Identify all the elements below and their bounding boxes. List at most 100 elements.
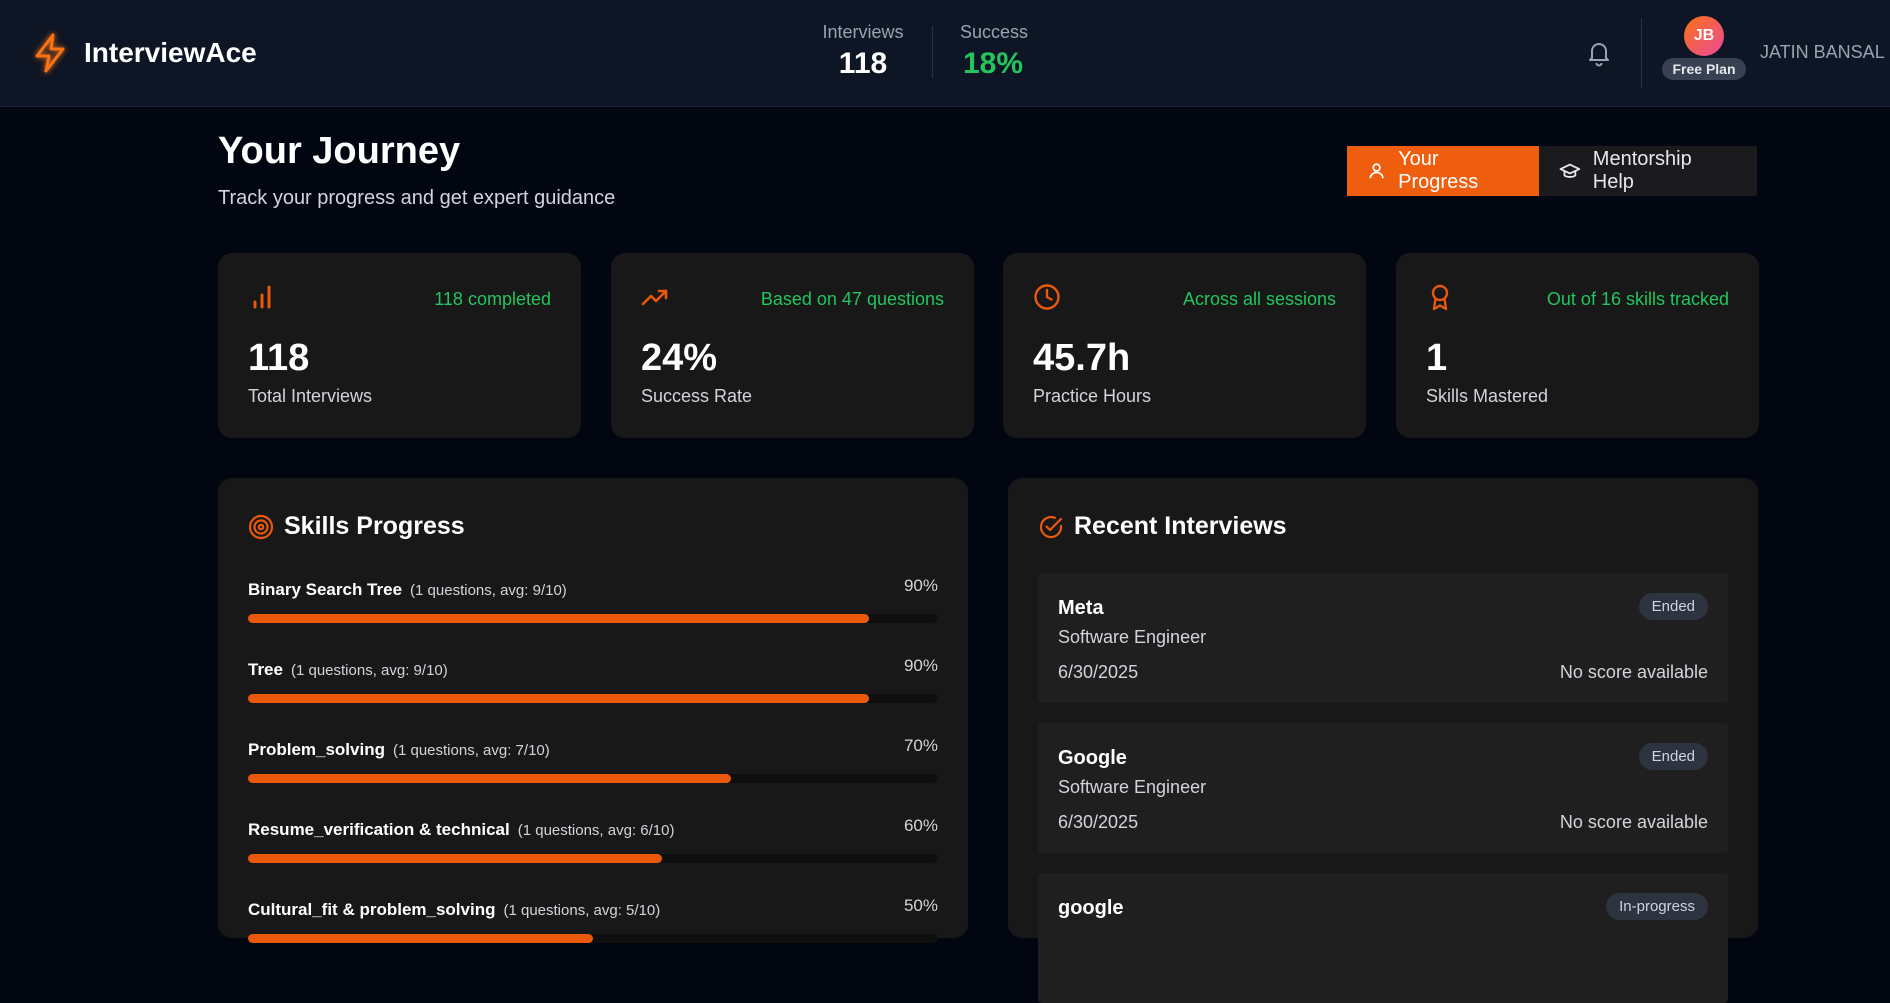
interview-date: 6/30/2025: [1058, 662, 1139, 682]
skill-progress-track: [248, 854, 938, 863]
stat-note: Across all sessions: [1182, 289, 1336, 309]
interview-role: Software Engineer: [1058, 627, 1207, 647]
bar-chart-icon: [253, 285, 271, 309]
skill-name-text: Tree: [248, 660, 283, 679]
interview-company: Meta: [1058, 597, 1104, 619]
skill-name: Cultural_fit & problem_solving (1 questio…: [248, 900, 660, 920]
plan-badge: Free Plan: [1662, 58, 1746, 80]
header-stat-value: 118: [838, 47, 888, 80]
notification-bell-icon[interactable]: [1584, 38, 1614, 68]
award-icon: [1431, 284, 1449, 311]
tab-label: Mentorship Help: [1592, 148, 1692, 193]
skill-progress-fill: [248, 614, 869, 623]
stat-value: 24%: [641, 337, 718, 379]
skill-name: Tree (1 questions, avg: 9/10): [248, 660, 448, 680]
skill-name-text: Cultural_fit & problem_solving: [248, 900, 496, 919]
skill-progress-fill: [248, 854, 662, 863]
stat-note: 118 completed: [434, 289, 551, 309]
interview-role: Software Engineer: [1058, 777, 1207, 797]
skill-progress-fill: [248, 934, 593, 943]
tab-mentorship-help[interactable]: Mentorship Help: [1539, 146, 1757, 196]
user-menu[interactable]: JB Free Plan: [1662, 16, 1746, 80]
skill-meta: (1 questions, avg: 7/10): [392, 742, 550, 759]
target-icon: [248, 514, 274, 539]
skill-row: Tree (1 questions, avg: 9/10) 90%: [248, 656, 938, 720]
graduation-cap-icon: [1559, 163, 1581, 178]
interview-company: google: [1058, 897, 1124, 919]
recent-interviews-panel: Recent Interviews Meta Ended Software En…: [1008, 478, 1758, 1003]
interview-date: 6/30/2025: [1058, 812, 1139, 832]
skills-progress-panel: Skills Progress Binary Search Tree (1 que…: [218, 478, 968, 943]
stat-label: Skills Mastered: [1426, 386, 1549, 406]
header-divider: [1641, 18, 1642, 88]
panel-title: Skills Progress: [248, 512, 465, 541]
stat-value: 1: [1426, 337, 1448, 379]
skill-meta: (1 questions, avg: 9/10): [410, 582, 567, 599]
skill-progress-track: [248, 694, 938, 703]
page-title: Your Journey: [218, 130, 461, 172]
app-name: InterviewAce: [84, 37, 257, 68]
skill-progress-fill: [248, 694, 869, 703]
interview-company: Google: [1058, 747, 1127, 769]
interview-card[interactable]: Meta Ended Software Engineer 6/30/2025 N…: [1038, 573, 1728, 703]
user-name[interactable]: JATIN BANSAL: [1760, 42, 1885, 62]
skill-progress-track: [248, 934, 938, 943]
user-icon: [1369, 163, 1384, 179]
stat-note: Out of 16 skills tracked: [1546, 289, 1729, 309]
skill-percent: 50%: [903, 896, 938, 915]
tab-your-progress[interactable]: Your Progress: [1347, 146, 1539, 196]
skill-progress-track: [248, 614, 938, 623]
skill-progress-track: [248, 774, 938, 783]
stat-value: 45.7h: [1033, 337, 1131, 379]
stat-label: Practice Hours: [1033, 386, 1152, 406]
brand[interactable]: InterviewAce: [28, 30, 257, 76]
header-stat-interviews: Interviews 118: [820, 22, 906, 81]
skill-percent: 60%: [903, 816, 938, 835]
skill-row: Resume_verification & technical (1 questi…: [248, 816, 938, 880]
stat-note: Based on 47 questions: [760, 289, 944, 309]
avatar[interactable]: JB: [1684, 16, 1724, 56]
panel-title: Recent Interviews: [1038, 512, 1287, 541]
header-stat-label: Success: [960, 22, 1029, 42]
lightning-bolt-icon: [35, 33, 65, 73]
stat-card-skills-mastered: Out of 16 skills tracked 1 Skills Master…: [1396, 253, 1759, 438]
status-badge: In-progress: [1606, 893, 1708, 920]
top-navigation-bar: InterviewAce Interviews 118 Success 18% …: [0, 0, 1890, 107]
skill-name: Binary Search Tree (1 questions, avg: 9/1…: [248, 580, 567, 600]
skill-row: Cultural_fit & problem_solving (1 questio…: [248, 896, 938, 960]
skill-progress-fill: [248, 774, 731, 783]
status-badge: Ended: [1638, 593, 1708, 620]
interview-card[interactable]: google In-progress: [1038, 873, 1728, 1003]
header-divider: [932, 26, 933, 78]
stat-label: Success Rate: [641, 386, 753, 406]
page-subtitle: Track your progress and get expert guida…: [218, 187, 616, 209]
skill-percent: 90%: [903, 576, 938, 595]
skill-name-text: Binary Search Tree: [248, 580, 403, 599]
stat-card-practice-hours: Across all sessions 45.7h Practice Hours: [1003, 253, 1366, 438]
skill-meta: (1 questions, avg: 6/10): [517, 822, 675, 839]
clock-icon: [1034, 284, 1060, 310]
header-stat-value: 18%: [962, 47, 1024, 80]
stat-value: 118: [248, 337, 310, 379]
check-circle-icon: [1039, 515, 1063, 538]
header-stat-label: Interviews: [822, 22, 904, 42]
interview-score: No score available: [1559, 662, 1708, 682]
stat-card-total-interviews: 118 completed 118 Total Interviews: [218, 253, 581, 438]
skill-row: Problem_solving (1 questions, avg: 7/10) …: [248, 736, 938, 800]
panel-title-text: Skills Progress: [284, 512, 465, 540]
skill-name-text: Problem_solving: [248, 740, 385, 759]
skill-row: Binary Search Tree (1 questions, avg: 9/1…: [248, 576, 938, 640]
status-badge: Ended: [1638, 743, 1708, 770]
interview-card[interactable]: Google Ended Software Engineer 6/30/2025…: [1038, 723, 1728, 853]
panel-title-text: Recent Interviews: [1074, 512, 1287, 540]
tab-label: Your Progress: [1398, 148, 1479, 193]
skill-name: Problem_solving (1 questions, avg: 7/10): [248, 740, 550, 760]
trending-up-icon: [641, 289, 668, 306]
skill-percent: 70%: [903, 736, 938, 755]
stat-card-success-rate: Based on 47 questions 24% Success Rate: [611, 253, 974, 438]
skill-percent: 90%: [903, 656, 938, 675]
header-stat-success: Success 18%: [960, 22, 1029, 81]
skill-name: Resume_verification & technical (1 questi…: [248, 820, 674, 840]
stat-label: Total Interviews: [248, 386, 373, 406]
skill-meta: (1 questions, avg: 9/10): [290, 662, 448, 679]
